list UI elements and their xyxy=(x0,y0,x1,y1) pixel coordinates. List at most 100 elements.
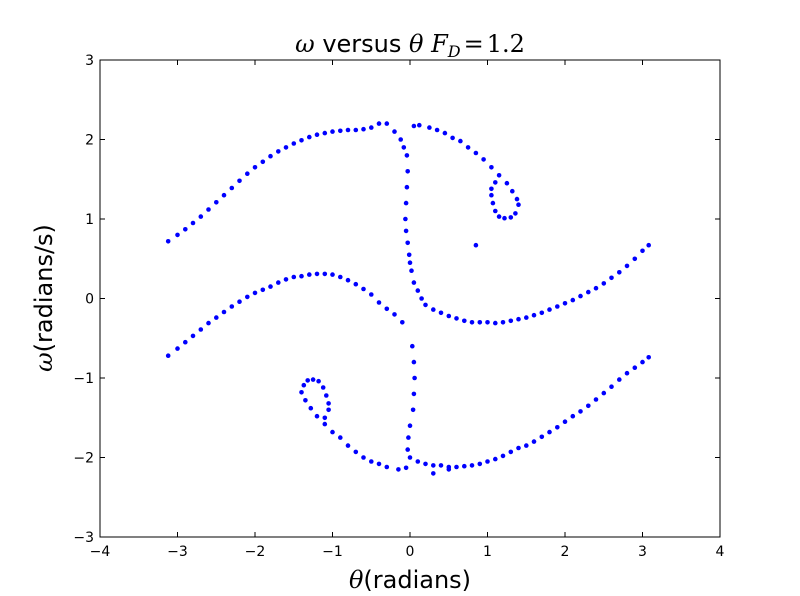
data-point xyxy=(369,459,374,464)
data-point xyxy=(276,149,281,154)
x-axis-label-symbol: θ xyxy=(349,566,364,594)
data-point xyxy=(221,192,227,198)
data-point xyxy=(601,390,607,396)
data-point xyxy=(524,443,529,448)
data-point xyxy=(396,467,401,472)
data-point xyxy=(190,220,196,226)
data-point xyxy=(462,318,467,324)
data-point xyxy=(237,299,242,305)
title-fd-symbol: F xyxy=(430,30,449,58)
data-point xyxy=(539,310,545,316)
data-point xyxy=(403,465,409,471)
title-equals: = xyxy=(464,30,484,58)
data-point xyxy=(214,200,219,205)
data-point xyxy=(268,284,273,289)
data-point xyxy=(322,415,328,421)
data-point xyxy=(361,455,366,460)
data-point xyxy=(406,435,411,440)
title-fd-value: 1.2 xyxy=(487,30,525,58)
data-point xyxy=(481,157,486,162)
data-point xyxy=(500,320,506,325)
data-point xyxy=(376,461,382,467)
data-point xyxy=(353,127,359,133)
data-point xyxy=(405,447,411,452)
data-point xyxy=(640,248,645,254)
y-axis-label: ω(radians/s) xyxy=(30,224,58,372)
data-point xyxy=(601,281,607,286)
data-point xyxy=(617,377,622,382)
data-point xyxy=(562,419,568,425)
data-point xyxy=(183,339,188,345)
y-tick-label: −1 xyxy=(73,371,94,387)
title-theta-symbol: θ xyxy=(409,30,424,58)
y-tick-label: −3 xyxy=(73,530,94,546)
data-point xyxy=(403,200,409,206)
data-point xyxy=(310,377,316,382)
x-tick-label: 2 xyxy=(561,544,570,560)
data-point xyxy=(237,178,242,184)
data-point xyxy=(624,263,630,269)
data-point xyxy=(403,216,408,222)
data-point xyxy=(504,180,510,186)
data-point xyxy=(376,300,382,305)
data-point xyxy=(405,240,411,246)
data-point xyxy=(454,316,459,321)
data-point xyxy=(489,165,494,170)
data-point xyxy=(190,333,196,339)
x-tick-label: 1 xyxy=(483,544,492,560)
data-point xyxy=(578,293,583,299)
data-point xyxy=(405,169,411,174)
data-point xyxy=(214,315,219,320)
data-point xyxy=(245,294,250,300)
data-point xyxy=(392,129,397,134)
data-point xyxy=(493,320,498,326)
data-point xyxy=(555,425,560,430)
x-tick-label: −1 xyxy=(322,544,343,560)
data-point xyxy=(427,125,432,130)
data-point xyxy=(593,397,599,402)
data-point xyxy=(646,355,651,360)
data-point xyxy=(404,184,410,190)
data-point xyxy=(489,186,494,192)
data-point xyxy=(409,268,414,274)
data-point xyxy=(539,434,545,440)
data-point xyxy=(369,125,374,130)
data-point xyxy=(165,239,171,244)
data-point xyxy=(283,145,289,150)
data-point xyxy=(593,285,599,291)
data-point xyxy=(175,232,180,238)
data-point xyxy=(384,306,390,312)
data-point xyxy=(438,463,444,468)
data-point xyxy=(206,320,211,326)
y-tick-label: −2 xyxy=(73,451,94,467)
data-point xyxy=(465,145,471,150)
data-point xyxy=(384,121,390,126)
data-point xyxy=(260,287,266,293)
data-point xyxy=(446,313,452,319)
data-point xyxy=(411,391,417,397)
data-point xyxy=(578,409,583,414)
data-point xyxy=(438,310,444,316)
data-point xyxy=(276,280,281,285)
data-point xyxy=(410,407,416,413)
data-point xyxy=(640,359,645,365)
data-point xyxy=(322,271,328,277)
data-point xyxy=(508,318,514,324)
data-point xyxy=(345,277,351,283)
data-point xyxy=(493,456,498,462)
data-point xyxy=(485,320,490,325)
data-point xyxy=(419,296,424,301)
data-point xyxy=(322,421,328,427)
data-point xyxy=(407,260,413,266)
x-tick-label: −2 xyxy=(245,544,266,560)
title-omega-symbol: ω xyxy=(295,30,315,58)
data-point xyxy=(404,153,410,158)
data-point xyxy=(446,467,452,472)
data-point xyxy=(431,471,436,476)
data-point xyxy=(314,413,320,419)
data-point xyxy=(229,185,235,191)
data-point xyxy=(407,455,413,460)
data-point xyxy=(524,315,529,320)
data-point xyxy=(283,277,289,282)
data-point xyxy=(624,370,630,376)
